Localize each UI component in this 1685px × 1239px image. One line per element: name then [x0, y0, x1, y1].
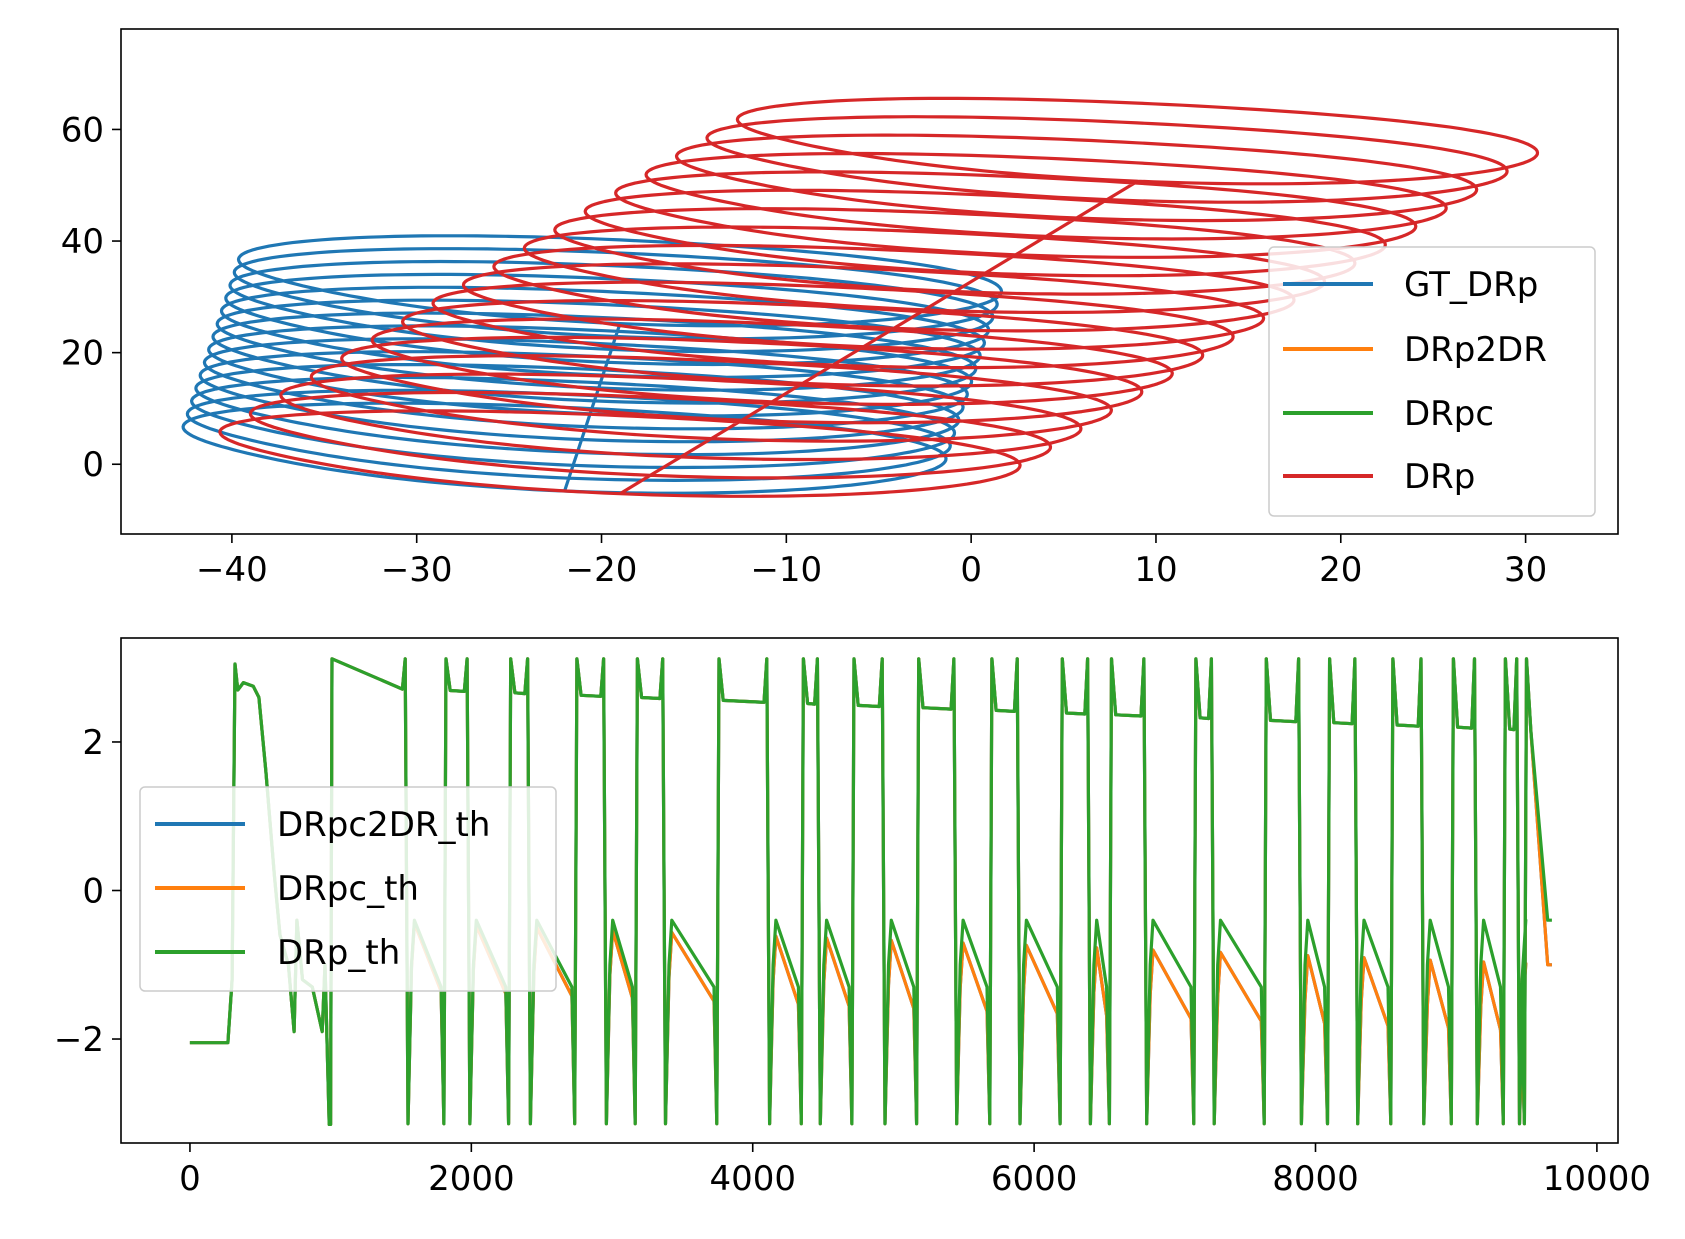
top-legend-label-drp: DRp [1404, 457, 1475, 497]
bottom-x-tick-label: 0 [179, 1159, 201, 1199]
bottom-legend-label-drpc-th: DRpc_th [277, 869, 419, 909]
top-y-tick-label: 0 [82, 445, 104, 485]
top-y-tick-label: 40 [61, 222, 104, 262]
bottom-y-tick-label: 2 [82, 723, 104, 763]
series-line-drp-th [189, 657, 1552, 1127]
bottom-y-axis: −2 0 2 [54, 723, 121, 1060]
top-y-tick-label: 20 [61, 334, 104, 374]
bottom-y-tick-label: 0 [82, 872, 104, 912]
bottom-legend-entry: DRpc2DR_th [155, 805, 490, 845]
top-legend-label-drp2dr: DRp2DR [1404, 330, 1547, 370]
bottom-legend-frame [139, 786, 557, 992]
bottom-legend: DRpc2DR_th DRpc_th DRp_th [139, 786, 557, 992]
bottom-x-axis: 0 2000 4000 6000 8000 10000 [179, 1143, 1651, 1199]
trajectory-series [181, 96, 1540, 498]
heading-subplot: 0 2000 4000 6000 8000 10000 −2 0 2 DRpc2DR_th D… [54, 637, 1651, 1199]
bottom-legend-label-drp-th: DRp_th [277, 933, 400, 973]
top-x-tick-label: 20 [1319, 550, 1362, 590]
top-legend-entry: DRp [1283, 457, 1475, 497]
top-x-tick-label: 10 [1134, 550, 1177, 590]
top-legend-entry: DRp2DR [1283, 330, 1547, 370]
bottom-legend-label-drpc2dr-th: DRpc2DR_th [277, 805, 490, 845]
bottom-x-tick-label: 6000 [991, 1159, 1078, 1199]
bottom-legend-entry: DRpc_th [155, 869, 419, 909]
bottom-x-tick-label: 10000 [1543, 1159, 1651, 1199]
top-legend: GT_DRp DRp2DR DRpc DRp [1268, 246, 1596, 517]
bottom-x-tick-label: 4000 [709, 1159, 796, 1199]
top-x-tick-label: −20 [566, 550, 638, 590]
series-line-gt-drp [181, 234, 1004, 495]
top-legend-frame [1268, 246, 1596, 517]
top-x-tick-label: −30 [381, 550, 453, 590]
bottom-y-tick-label: −2 [54, 1020, 104, 1060]
top-y-axis: 0 20 40 60 [61, 110, 121, 485]
top-legend-entry: DRpc [1283, 394, 1494, 434]
top-legend-label-gt-drp: GT_DRp [1404, 265, 1538, 305]
top-plot-frame [120, 28, 1619, 535]
trajectory-subplot: −40 −30 −20 −10 0 10 20 30 0 20 40 60 GT_DRp DRp2D… [61, 28, 1619, 590]
top-x-tick-label: −10 [750, 550, 822, 590]
top-legend-label-drpc: DRpc [1404, 394, 1494, 434]
heading-series [189, 657, 1552, 1127]
top-x-tick-label: −40 [196, 550, 268, 590]
bottom-x-tick-label: 8000 [1272, 1159, 1359, 1199]
top-x-axis: −40 −30 −20 −10 0 10 20 30 [196, 534, 1547, 590]
bottom-legend-entry: DRp_th [155, 933, 400, 973]
top-y-tick-label: 60 [61, 110, 104, 150]
top-x-tick-label: 0 [960, 550, 982, 590]
series-line-drp [218, 96, 1540, 498]
top-legend-entry: GT_DRp [1283, 265, 1538, 305]
bottom-x-tick-label: 2000 [428, 1159, 515, 1199]
top-x-tick-label: 30 [1504, 550, 1547, 590]
